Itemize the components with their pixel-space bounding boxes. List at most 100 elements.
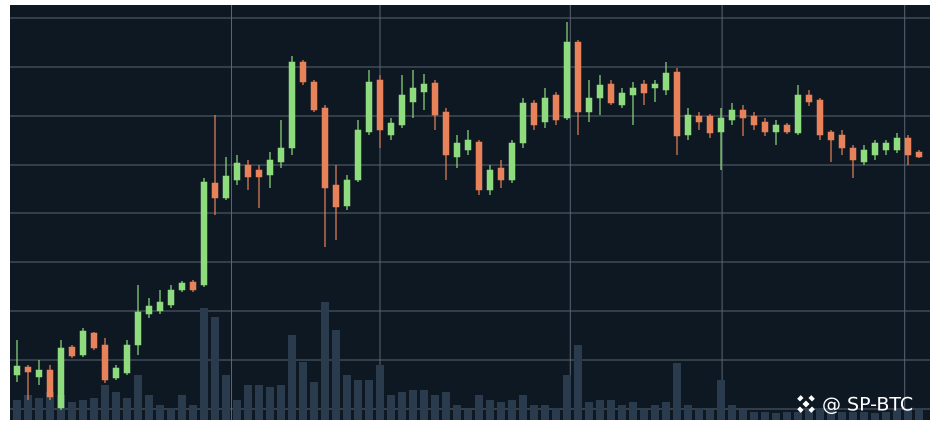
candle-body — [365, 81, 373, 133]
volume-bar — [640, 410, 648, 420]
volume-bar — [35, 398, 43, 420]
candle-body — [189, 281, 197, 291]
volume-bar — [827, 410, 835, 420]
volume-bar — [750, 412, 758, 420]
candle-body — [57, 347, 65, 409]
candle-body — [211, 182, 219, 199]
candle-body — [156, 301, 164, 312]
volume-bar — [706, 410, 714, 420]
candle-body — [750, 115, 758, 126]
candle-body — [321, 107, 329, 189]
volume-bar — [530, 405, 538, 420]
candle-body — [871, 142, 879, 156]
candle-body — [552, 94, 560, 121]
volume-bar — [882, 412, 890, 420]
volume-bar — [299, 362, 307, 420]
candle-body — [343, 179, 351, 207]
candle-body — [200, 181, 208, 286]
candle-body — [376, 79, 384, 131]
candle-body — [288, 61, 296, 149]
volume-bar — [552, 408, 560, 420]
candle-body — [574, 41, 582, 113]
volume-bar — [695, 408, 703, 420]
volume-bar — [915, 410, 923, 420]
candle-body — [717, 117, 725, 133]
candle-body — [794, 94, 802, 134]
volume-bar — [156, 405, 164, 420]
candle-body — [618, 92, 626, 106]
volume-bar — [739, 410, 747, 420]
volume-bar — [90, 398, 98, 420]
candle-body — [662, 72, 670, 91]
candle-body — [178, 282, 186, 291]
candle-body — [134, 311, 142, 346]
candle-body — [849, 147, 857, 161]
volume-bars — [13, 302, 923, 420]
candle-body — [761, 121, 769, 133]
volume-bar — [200, 308, 208, 420]
volume-bar — [486, 400, 494, 420]
volume-bar — [332, 330, 340, 420]
candle-body — [695, 115, 703, 123]
candle-body — [24, 366, 32, 373]
volume-bar — [563, 375, 571, 420]
volume-bar — [497, 402, 505, 420]
candle-body — [431, 82, 439, 116]
volume-bar — [255, 385, 263, 420]
volume-bar — [79, 400, 87, 420]
candle-body — [464, 139, 472, 151]
volume-bar — [222, 375, 230, 420]
grid — [10, 5, 930, 420]
volume-bar — [376, 365, 384, 420]
candle-body — [277, 147, 285, 163]
candle-body — [145, 305, 153, 315]
candles — [13, 22, 923, 410]
candle-body — [706, 115, 714, 134]
volume-bar — [310, 382, 318, 420]
volume-bar — [134, 375, 142, 420]
volume-bar — [673, 363, 681, 420]
candle-body — [486, 169, 494, 191]
volume-bar — [596, 400, 604, 420]
volume-bar — [211, 317, 219, 420]
watermark: @ SP-BTC — [797, 394, 913, 416]
volume-bar — [728, 405, 736, 420]
volume-bar — [321, 302, 329, 420]
volume-bar — [585, 402, 593, 420]
candle-body — [420, 83, 428, 93]
candle-body — [46, 369, 54, 398]
candle-body — [90, 332, 98, 349]
volume-bar — [189, 405, 197, 420]
volume-bar — [266, 387, 274, 420]
candle-body — [442, 111, 450, 156]
candle-body — [728, 109, 736, 121]
volume-bar — [68, 402, 76, 420]
volume-bar — [838, 412, 846, 420]
candle-body — [123, 344, 131, 374]
candle-body — [541, 97, 549, 123]
volume-bar — [772, 413, 780, 420]
volume-bar — [288, 335, 296, 420]
candle-body — [310, 81, 318, 111]
volume-bar — [233, 400, 241, 420]
candle-body — [387, 122, 395, 136]
volume-bar — [849, 412, 857, 420]
volume-bar — [464, 410, 472, 420]
volume-bar — [651, 405, 659, 420]
volume-bar — [420, 390, 428, 420]
volume-bar — [783, 412, 791, 420]
candle-body — [805, 94, 813, 103]
volume-bar — [893, 410, 901, 420]
volume-bar — [761, 412, 769, 420]
volume-bar — [13, 400, 21, 420]
candle-body — [332, 184, 340, 208]
candle-body — [860, 149, 868, 163]
volume-bar — [431, 395, 439, 420]
volume-bar — [618, 405, 626, 420]
volume-bar — [365, 380, 373, 420]
candle-body — [68, 346, 76, 357]
candle-body — [167, 289, 175, 306]
volume-bar — [794, 412, 802, 420]
volume-bar — [871, 413, 879, 420]
